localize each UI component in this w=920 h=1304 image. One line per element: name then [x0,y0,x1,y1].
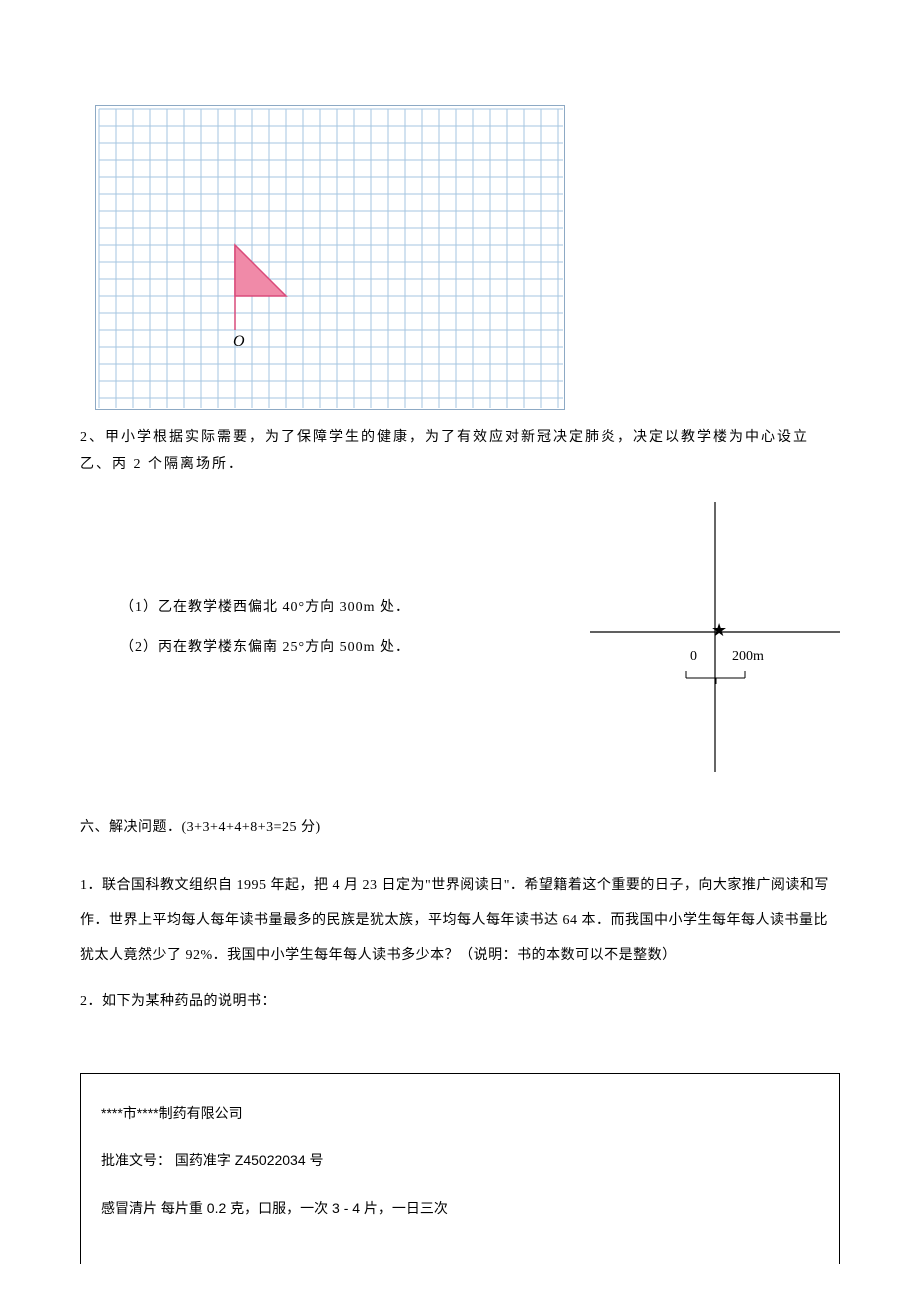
grid-svg: O [96,106,566,411]
drug-company: ****市****制药有限公司 [101,1102,819,1124]
compass-figure: ★ 0 200m [590,502,840,772]
q2-block: （1）乙在教学楼西偏北 40°方向 300m 处． （2）丙在教学楼东偏南 25… [80,502,840,772]
grid-figure: O [95,105,565,410]
q2-subquestions: （1）乙在教学楼西偏北 40°方向 300m 处． （2）丙在教学楼东偏南 25… [80,597,560,678]
scale-value-label: 200m [732,649,764,664]
q2-sub2: （2）丙在教学楼东偏南 25°方向 500m 处． [120,637,560,659]
s6-q1: 1．联合国科教文组织自 1995 年起，把 4 月 23 日定为"世界阅读日"．… [80,868,840,973]
q2-sub1: （1）乙在教学楼西偏北 40°方向 300m 处． [120,597,560,619]
compass-svg: ★ 0 200m [590,502,840,772]
drug-label-box: ****市****制药有限公司 批准文号： 国药准字 Z45022034 号 感… [80,1073,840,1264]
star-icon: ★ [711,620,727,640]
scale-zero-label: 0 [690,649,697,664]
section-6-title: 六、解决问题．(3+3+4+4+8+3=25 分) [80,817,840,839]
drug-dosage: 感冒清片 每片重 0.2 克，口服，一次 3 - 4 片，一日三次 [101,1197,819,1219]
s6-q2-intro: 2．如下为某种药品的说明书： [80,991,840,1013]
q2-intro: 2、甲小学根据实际需要，为了保障学生的健康，为了有效应对新冠决定肺炎，决定以教学… [80,425,840,478]
drug-approval-no: 批准文号： 国药准字 Z45022034 号 [101,1149,819,1171]
svg-text:O: O [233,333,245,350]
